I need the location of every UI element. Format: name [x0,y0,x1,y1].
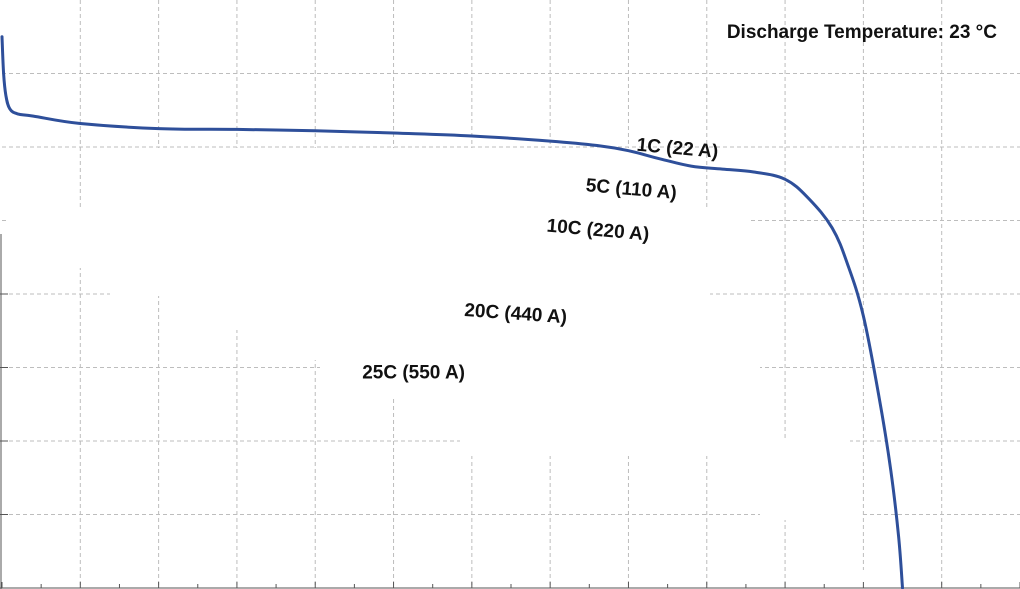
label-mask [8,220,748,268]
temperature-annotation: Discharge Temperature: 23 °C [727,22,997,43]
axes [0,234,1020,589]
label-mask [760,470,860,520]
label-background-masks [0,148,884,589]
series-label-25c: 25C (550 A) [362,363,465,384]
label-mask [90,148,650,208]
y-axis-ticks [0,293,8,515]
label-mask [160,296,770,330]
series-line-1c [0,35,904,589]
label-mask [850,570,884,589]
label-mask [770,440,850,470]
label-mask [460,396,770,456]
series-lines [0,35,904,589]
label-mask [320,360,760,396]
label-mask [110,268,710,296]
label-mask [0,208,720,220]
label-mask [240,330,720,360]
